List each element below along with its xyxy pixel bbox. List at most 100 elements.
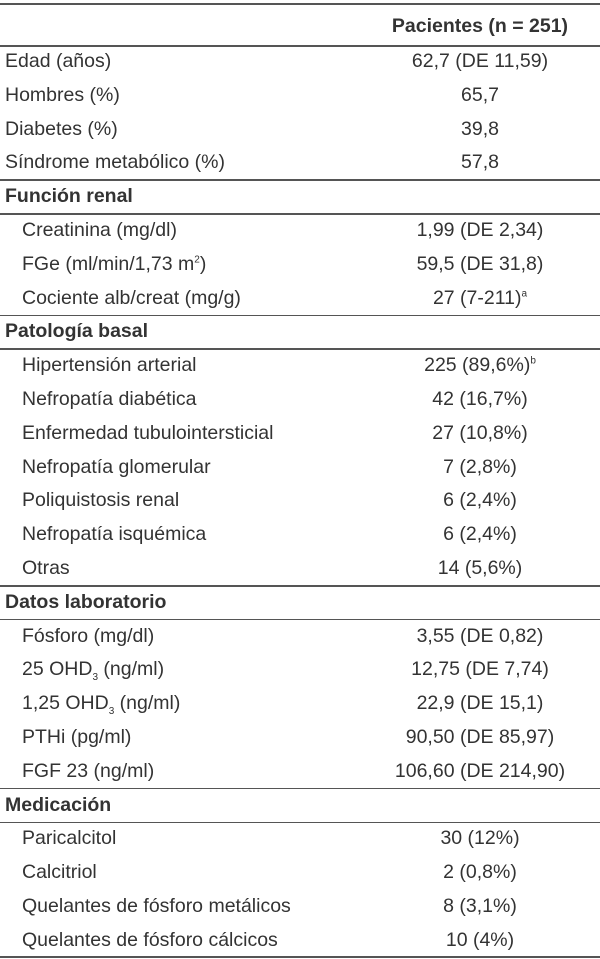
- value-text: 2 (0,8%): [443, 861, 517, 884]
- value-text: 1,99 (DE 2,34): [416, 219, 544, 241]
- value-text: 10 (4%): [445, 928, 515, 951]
- label-text: Síndrome metabólico (%): [5, 151, 226, 174]
- table-row: Edad (años) 62,7 (DE 11,59): [0, 45, 600, 79]
- row-value: 225 (89,6%)b: [360, 349, 600, 383]
- table-row: Otras 14 (5,6%): [0, 552, 600, 586]
- row-value: 7 (2,8%): [360, 451, 600, 485]
- label-text: Diabetes (%): [5, 117, 118, 140]
- label-text: 25 OHD: [22, 658, 93, 681]
- row-label: PTHi (pg/ml): [22, 721, 131, 755]
- value-text: 3,55 (DE 0,82): [416, 624, 544, 647]
- row-label: Fósforo (mg/dl): [22, 620, 154, 654]
- rule: [0, 787, 600, 790]
- row-label: Síndrome metabólico (%): [5, 146, 225, 180]
- row-value: 14 (5,6%): [360, 552, 600, 586]
- section-title: Patología basal: [5, 320, 149, 343]
- label-text: Creatinina (mg/dl): [22, 219, 177, 241]
- row-value: 27 (7-211)a: [360, 282, 600, 316]
- value-sup: a: [521, 288, 528, 300]
- rule: [0, 213, 600, 215]
- label-text: (ng/ml): [98, 658, 165, 681]
- label-text: Nefropatía isquémica: [22, 523, 207, 546]
- row-label: Hombres (%): [5, 79, 120, 113]
- value-text: 42 (16,7%): [432, 388, 528, 410]
- value-text: 39,8: [461, 117, 499, 140]
- row-label: Paricalcitol: [22, 822, 116, 856]
- table-row: Calcitriol 2 (0,8%): [0, 856, 600, 890]
- row-value: 2 (0,8%): [360, 856, 600, 890]
- table-row: PTHi (pg/ml) 90,50 (DE 85,97): [0, 721, 600, 755]
- row-label: 1,25 OHD3 (ng/ml): [22, 687, 180, 721]
- table-row: Poliquistosis renal 6 (2,4%): [0, 484, 600, 518]
- row-value: 10 (4%): [360, 924, 600, 958]
- value-text: 59,5 (DE 31,8): [416, 252, 544, 275]
- table-row: Fósforo (mg/dl) 3,55 (DE 0,82): [0, 620, 600, 654]
- label-text: PTHi (pg/ml): [22, 726, 132, 748]
- table-row: Enfermedad tubulointersticial 27 (10,8%): [0, 417, 600, 451]
- label-text: FGe (ml/min/1,73 m: [22, 252, 195, 275]
- section-title: Medicación: [5, 793, 112, 816]
- label-sub: 3: [92, 672, 99, 684]
- rule: [0, 45, 600, 47]
- row-value: 22,9 (DE 15,1): [360, 687, 600, 721]
- row-value: 39,8: [360, 113, 600, 147]
- value-text: 90,50 (DE 85,97): [405, 726, 555, 748]
- row-label: Enfermedad tubulointersticial: [22, 417, 273, 451]
- row-label: Poliquistosis renal: [22, 484, 179, 518]
- row-label: Nefropatía diabética: [22, 383, 197, 417]
- value-sup: b: [530, 355, 536, 367]
- value-text: 8 (3,1%): [443, 895, 517, 917]
- row-value: 3,55 (DE 0,82): [360, 620, 600, 654]
- section-title: Datos laboratorio: [5, 590, 167, 613]
- label-text: Poliquistosis renal: [22, 489, 180, 512]
- rule: [0, 314, 600, 317]
- row-value: 106,60 (DE 214,90): [360, 755, 600, 789]
- row-value: 42 (16,7%): [360, 383, 600, 417]
- table-row: FGe (ml/min/1,73 m2) 59,5 (DE 31,8): [0, 248, 600, 282]
- row-value: 12,75 (DE 7,74): [360, 653, 600, 687]
- table-row: Síndrome metabólico (%) 57,8: [0, 146, 600, 180]
- label-text: 1,25 OHD: [22, 692, 109, 715]
- rule: [0, 179, 600, 181]
- value-text: 6 (2,4%): [443, 523, 517, 546]
- section-title: Función renal: [5, 185, 133, 208]
- table-row: Hipertensión arterial 225 (89,6%)b: [0, 349, 600, 383]
- label-text: Edad (años): [5, 50, 112, 72]
- label-text: Calcitriol: [22, 861, 97, 884]
- label-sup: 2: [194, 254, 200, 266]
- row-label: Creatinina (mg/dl): [22, 214, 177, 248]
- label-text: (ng/ml): [114, 692, 181, 715]
- rule: [0, 3, 600, 5]
- row-value: 65,7: [360, 79, 600, 113]
- row-value: 90,50 (DE 85,97): [360, 721, 600, 755]
- value-text: 12,75 (DE 7,74): [411, 658, 549, 681]
- rule: [0, 348, 600, 350]
- row-label: Edad (años): [5, 45, 111, 79]
- table-row: Nefropatía diabética 42 (16,7%): [0, 383, 600, 417]
- value-text: 62,7 (DE 11,59): [411, 50, 549, 72]
- rule: [0, 585, 600, 587]
- value-text: 14 (5,6%): [437, 557, 523, 579]
- label-text: Paricalcitol: [22, 827, 117, 850]
- value-text: 65,7: [461, 83, 499, 106]
- value-text: 22,9 (DE 15,1): [416, 692, 544, 715]
- row-label: FGF 23 (ng/ml): [22, 755, 154, 789]
- label-text: FGF 23 (ng/ml): [22, 759, 155, 782]
- rule: [0, 956, 600, 958]
- table-row: FGF 23 (ng/ml) 106,60 (DE 214,90): [0, 755, 600, 789]
- value-text: 6 (2,4%): [443, 489, 517, 512]
- label-text: Enfermedad tubulointersticial: [22, 421, 274, 444]
- row-label: Cociente alb/creat (mg/g): [22, 282, 241, 316]
- table-row: Nefropatía isquémica 6 (2,4%): [0, 518, 600, 552]
- rule: [0, 618, 600, 621]
- row-label: Nefropatía isquémica: [22, 518, 206, 552]
- row-label: 25 OHD3 (ng/ml): [22, 653, 164, 687]
- row-label: Nefropatía glomerular: [22, 451, 211, 485]
- row-label: Quelantes de fósforo cálcicos: [22, 924, 278, 958]
- row-value: 57,8: [360, 146, 600, 180]
- label-text: Quelantes de fósforo cálcicos: [22, 928, 278, 951]
- section-row: Patología basal: [0, 315, 600, 349]
- row-label: Otras: [22, 552, 70, 586]
- label-text: Hombres (%): [5, 83, 120, 106]
- table-row: Diabetes (%) 39,8: [0, 113, 600, 147]
